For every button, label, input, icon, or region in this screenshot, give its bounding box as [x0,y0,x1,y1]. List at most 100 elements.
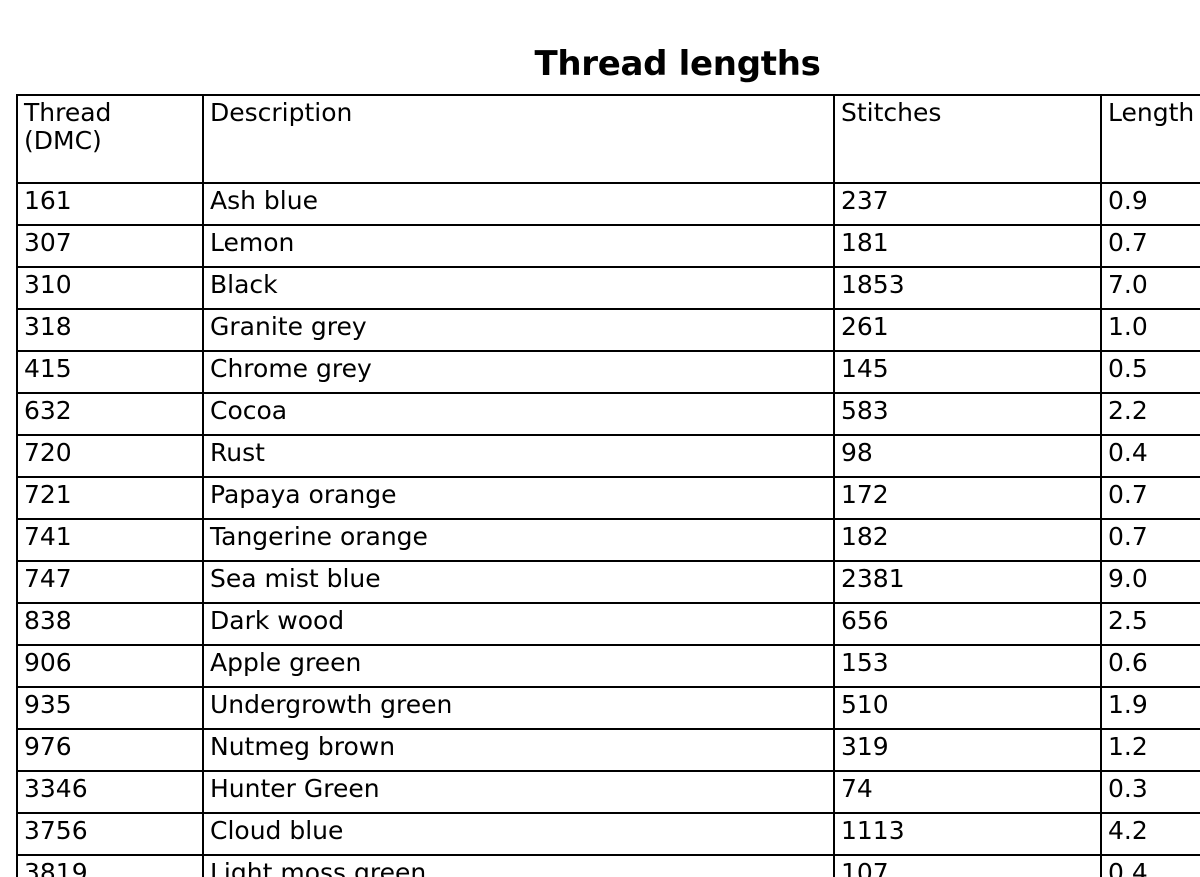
cell-description: Lemon [202,224,835,268]
cell-length: 0.4 [1100,854,1200,877]
cell-length: 7.0 [1100,266,1200,310]
cell-thread: 741 [16,518,204,562]
cell-thread: 3346 [16,770,204,814]
cell-length: 1.9 [1100,686,1200,730]
cell-thread: 935 [16,686,204,730]
cell-length: 2.5 [1100,602,1200,646]
cell-stitches: 172 [833,476,1102,520]
thread-lengths-table: Thread (DMC) Description Stitches Length… [16,94,1200,877]
cell-description: Hunter Green [202,770,835,814]
cell-length: 0.3 [1100,770,1200,814]
cell-length: 0.7 [1100,518,1200,562]
column-header-description: Description [202,94,835,184]
cell-length: 0.7 [1100,224,1200,268]
cell-thread: 976 [16,728,204,772]
table-row: 3756 Cloud blue 1113 4.2 [16,812,1200,856]
thread-lengths-table-wrapper: Thread (DMC) Description Stitches Length… [16,94,1200,877]
cell-stitches: 1113 [833,812,1102,856]
cell-description: Papaya orange [202,476,835,520]
cell-thread: 838 [16,602,204,646]
cell-stitches: 583 [833,392,1102,436]
cell-length: 0.6 [1100,644,1200,688]
table-header-row: Thread (DMC) Description Stitches Length [16,94,1200,184]
table-row: 3346 Hunter Green 74 0.3 [16,770,1200,814]
cell-length: 0.7 [1100,476,1200,520]
cell-stitches: 319 [833,728,1102,772]
cell-thread: 307 [16,224,204,268]
column-header-description-line1: Description [210,98,353,127]
table-row: 741 Tangerine orange 182 0.7 [16,518,1200,562]
cell-description: Black [202,266,835,310]
cell-thread: 161 [16,182,204,226]
cell-thread: 906 [16,644,204,688]
cell-stitches: 153 [833,644,1102,688]
cell-description: Ash blue [202,182,835,226]
cell-length: 9.0 [1100,560,1200,604]
cell-description: Undergrowth green [202,686,835,730]
cell-description: Dark wood [202,602,835,646]
column-header-stitches: Stitches [833,94,1102,184]
table-row: 310 Black 1853 7.0 [16,266,1200,310]
cell-stitches: 98 [833,434,1102,478]
cell-description: Light moss green [202,854,835,877]
cell-description: Tangerine orange [202,518,835,562]
cell-description: Sea mist blue [202,560,835,604]
column-header-thread-line1: Thread [24,98,112,127]
cell-thread: 415 [16,350,204,394]
cell-stitches: 181 [833,224,1102,268]
cell-thread: 318 [16,308,204,352]
cell-description: Cloud blue [202,812,835,856]
table-row: 906 Apple green 153 0.6 [16,644,1200,688]
column-header-stitches-line1: Stitches [841,98,942,127]
cell-length: 1.0 [1100,308,1200,352]
table-header: Thread (DMC) Description Stitches Length [16,94,1200,184]
cell-stitches: 510 [833,686,1102,730]
table-row: 318 Granite grey 261 1.0 [16,308,1200,352]
table-row: 161 Ash blue 237 0.9 [16,182,1200,226]
cell-stitches: 1853 [833,266,1102,310]
cell-thread: 721 [16,476,204,520]
cell-thread: 3756 [16,812,204,856]
column-header-thread: Thread (DMC) [16,94,204,184]
cell-length: 1.2 [1100,728,1200,772]
table-row: 976 Nutmeg brown 319 1.2 [16,728,1200,772]
table-row: 415 Chrome grey 145 0.5 [16,350,1200,394]
cell-description: Apple green [202,644,835,688]
table-row: 632 Cocoa 583 2.2 [16,392,1200,436]
cell-stitches: 182 [833,518,1102,562]
cell-thread: 3819 [16,854,204,877]
table-row: 720 Rust 98 0.4 [16,434,1200,478]
column-header-thread-line2: (DMC) [24,126,102,155]
cell-length: 0.9 [1100,182,1200,226]
cell-stitches: 261 [833,308,1102,352]
cell-description: Rust [202,434,835,478]
cell-stitches: 656 [833,602,1102,646]
column-header-length: Length [1100,94,1200,184]
cell-stitches: 107 [833,854,1102,877]
cell-thread: 632 [16,392,204,436]
cell-thread: 747 [16,560,204,604]
table-row: 747 Sea mist blue 2381 9.0 [16,560,1200,604]
table-row: 3819 Light moss green 107 0.4 [16,854,1200,877]
cell-stitches: 145 [833,350,1102,394]
cell-thread: 310 [16,266,204,310]
cell-description: Nutmeg brown [202,728,835,772]
table-row: 307 Lemon 181 0.7 [16,224,1200,268]
cell-length: 0.5 [1100,350,1200,394]
table-row: 721 Papaya orange 172 0.7 [16,476,1200,520]
cell-length: 0.4 [1100,434,1200,478]
table-row: 935 Undergrowth green 510 1.9 [16,686,1200,730]
cell-stitches: 74 [833,770,1102,814]
cell-thread: 720 [16,434,204,478]
cell-length: 2.2 [1100,392,1200,436]
cell-description: Chrome grey [202,350,835,394]
table-row: 838 Dark wood 656 2.5 [16,602,1200,646]
page-title: Thread lengths [534,44,821,84]
cell-length: 4.2 [1100,812,1200,856]
cell-stitches: 237 [833,182,1102,226]
table-body: 161 Ash blue 237 0.9 307 Lemon 181 0.7 310 Black 1… [16,182,1200,877]
column-header-length-line1: Length [1108,98,1195,127]
cell-description: Cocoa [202,392,835,436]
cell-description: Granite grey [202,308,835,352]
